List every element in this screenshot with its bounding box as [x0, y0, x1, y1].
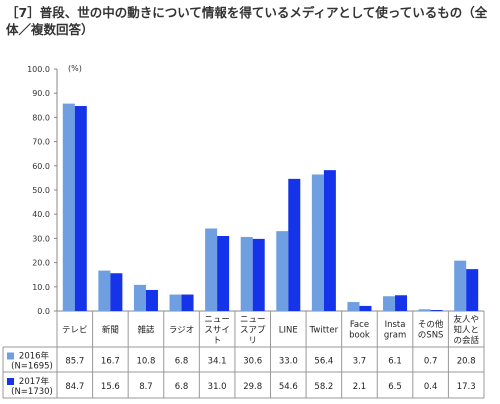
category-label: テレビ [62, 325, 88, 335]
category-label: LINE [279, 325, 298, 335]
y-tick-label: 100.0 [27, 65, 50, 74]
table-value: 0.7 [424, 357, 438, 367]
category-label: スアプ [240, 325, 266, 335]
table-value: 31.0 [208, 382, 227, 392]
table-value: 6.5 [388, 382, 402, 392]
category-label: Face [350, 320, 369, 330]
category-label: book [349, 331, 370, 341]
y-tick-label: 0.0 [37, 307, 50, 316]
table-value: 8.7 [139, 382, 153, 392]
bar-2016 [205, 228, 218, 311]
bar-2016 [276, 231, 289, 311]
bar-2017 [466, 269, 479, 311]
category-label: ト [213, 336, 222, 346]
table-value: 20.8 [457, 357, 476, 367]
y-tick-label: 20.0 [32, 259, 50, 268]
category-label: Insta [385, 320, 406, 330]
table-value: 0.4 [424, 382, 438, 392]
category-label: ニュー [204, 315, 230, 325]
table-value: 85.7 [65, 357, 84, 367]
y-tick-label: 50.0 [32, 186, 50, 195]
table-value: 56.4 [314, 357, 333, 367]
table-value: 58.2 [314, 382, 333, 392]
y-unit-label: (%) [68, 64, 82, 73]
chart-title: ［7］普段、世の中の動きについて情報を得ているメディアとして使っているもの（全体… [6, 5, 488, 37]
bar-2017 [74, 106, 87, 311]
bar-2016 [383, 296, 396, 311]
category-label: の会話 [453, 335, 479, 346]
bar-2017 [217, 235, 230, 311]
table-value: 3.7 [353, 357, 367, 367]
bar-2016 [311, 174, 324, 311]
table-value: 34.1 [208, 357, 227, 367]
category-label: その他 [418, 319, 444, 330]
bar-2017 [359, 305, 372, 311]
bar-2016 [62, 103, 75, 311]
bar-2017 [430, 310, 443, 311]
bar-2016 [240, 236, 253, 311]
category-label: Twitter [309, 325, 339, 335]
y-tick-label: 10.0 [32, 283, 50, 292]
y-tick-label: 70.0 [32, 138, 50, 147]
legend-label: (N=1695) [11, 362, 53, 372]
legend-swatch [7, 352, 14, 360]
table-value: 33.0 [279, 357, 298, 367]
table-value: 6.8 [175, 382, 189, 392]
bar-2017 [110, 273, 123, 311]
bar-2016 [347, 302, 360, 311]
bar-2017 [288, 178, 301, 311]
legend-label: 2016年 [19, 351, 50, 362]
legend-label: 2017年 [19, 376, 50, 387]
legend-swatch [7, 378, 14, 385]
category-label: 友人や [453, 314, 479, 325]
bar-2016 [169, 294, 182, 311]
table-value: 6.8 [175, 357, 189, 367]
category-label: リ [248, 336, 257, 346]
bar-2017 [395, 295, 408, 311]
category-label: 知人と [453, 324, 479, 335]
table-value: 84.7 [65, 382, 84, 392]
category-label: のSNS [418, 331, 444, 341]
table-value: 10.8 [136, 357, 155, 367]
bar-2016 [98, 270, 111, 311]
y-tick-label: 60.0 [32, 162, 50, 171]
bar-2017 [145, 289, 158, 311]
bar-2017 [252, 238, 265, 311]
table-value: 17.3 [457, 382, 476, 392]
table-value: 6.1 [388, 357, 402, 367]
category-label: ニュー [240, 315, 266, 325]
category-label: 雑誌 [137, 324, 155, 335]
y-tick-label: 80.0 [32, 113, 50, 122]
category-label: gram [384, 331, 406, 341]
category-label: 新聞 [102, 324, 119, 335]
bar-2017 [323, 170, 336, 311]
table-value: 2.1 [353, 382, 367, 392]
legend-label: (N=1730) [11, 387, 53, 397]
y-tick-label: 30.0 [32, 234, 50, 243]
y-tick-label: 90.0 [32, 89, 50, 98]
table-value: 16.7 [101, 357, 120, 367]
table-value: 29.8 [243, 382, 262, 392]
bar-2016 [418, 309, 431, 311]
y-tick-label: 40.0 [32, 210, 50, 219]
table-value: 30.6 [243, 357, 262, 367]
bar-2016 [454, 260, 467, 311]
bar-2016 [133, 284, 146, 311]
table-value: 15.6 [101, 382, 120, 392]
table-value: 54.6 [279, 382, 298, 392]
bar-2017 [181, 294, 194, 311]
category-label: スサイ [204, 325, 230, 335]
category-label: ラジオ [169, 325, 194, 335]
